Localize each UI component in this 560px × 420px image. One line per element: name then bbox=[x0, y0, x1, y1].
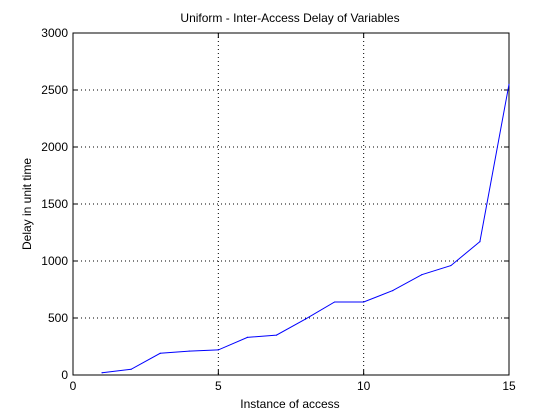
grid-lines bbox=[73, 33, 509, 375]
y-tick-label: 2500 bbox=[41, 83, 68, 97]
y-tick-label: 500 bbox=[48, 311, 68, 325]
data-point bbox=[188, 350, 190, 352]
data-point bbox=[421, 274, 423, 276]
y-tick-label: 2000 bbox=[41, 140, 68, 154]
x-tick-label: 0 bbox=[70, 379, 77, 393]
data-point bbox=[304, 318, 307, 320]
data-point bbox=[217, 349, 219, 351]
x-axis-label: Instance of access bbox=[240, 397, 339, 411]
data-point bbox=[101, 372, 103, 374]
data-point bbox=[450, 264, 452, 267]
plot-area bbox=[73, 33, 509, 375]
chart-title: Uniform - Inter-Access Delay of Variable… bbox=[180, 11, 399, 25]
data-point bbox=[479, 241, 481, 243]
x-tick-label: 10 bbox=[357, 379, 371, 393]
y-tick-label: 1000 bbox=[41, 254, 68, 268]
y-tick-label: 3000 bbox=[41, 26, 68, 40]
y-tick-label: 0 bbox=[61, 368, 68, 382]
data-point bbox=[392, 290, 394, 292]
data-point bbox=[334, 301, 336, 303]
data-point bbox=[130, 368, 132, 370]
data-point bbox=[275, 334, 278, 336]
x-tick-label: 15 bbox=[502, 379, 516, 393]
data-point bbox=[246, 336, 248, 338]
data-point bbox=[508, 83, 510, 85]
y-tick-label: 1500 bbox=[41, 197, 68, 211]
data-point bbox=[159, 352, 161, 354]
axis-ticks: 0 5 10 15 0 500 1000 1500 2000 2500 3000 bbox=[41, 26, 516, 393]
series-layer bbox=[101, 83, 510, 374]
x-tick-label: 5 bbox=[215, 379, 222, 393]
y-axis-label: Delay in unit time bbox=[20, 158, 34, 250]
data-point bbox=[363, 301, 365, 303]
